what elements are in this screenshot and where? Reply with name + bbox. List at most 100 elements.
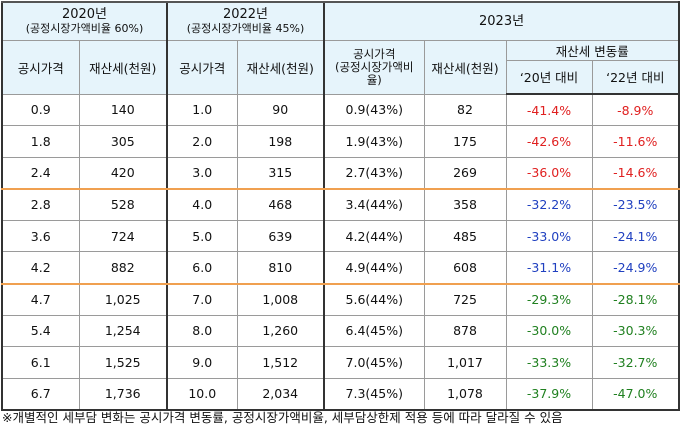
cell-tax-2022: 90	[236, 93, 325, 127]
cell-change-vs2020: -30.0%	[505, 314, 593, 348]
table-row: 1.8 305 2.0 198 1.9(43%) 175 -42.6% -11.6%	[1, 125, 680, 158]
col-price-ratio-line1: 공시가격	[353, 46, 396, 61]
header-2022-sub: (공정시장가액비율 45%)	[186, 22, 305, 36]
cell-price-2022: 8.0	[166, 314, 238, 348]
cell-change-vs2020: -37.9%	[505, 377, 593, 411]
table-row: 6.7 1,736 10.0 2,034 7.3(45%) 1,078 -37.9% -47.…	[1, 377, 680, 411]
cell-price-2022: 6.0	[166, 251, 238, 285]
cell-tax-2020: 1,736	[78, 377, 168, 411]
cell-tax-2023: 1,017	[423, 346, 507, 379]
cell-price-2020: 6.1	[1, 346, 80, 379]
cell-price-ratio-2023: 2.7(43%)	[323, 156, 425, 190]
header-row-change: ‘20년 대비 ‘22년 대비	[2, 59, 680, 95]
cell-tax-2020: 140	[78, 93, 168, 127]
cell-price-2022: 3.0	[166, 156, 238, 190]
cell-change-vs2022: -8.9%	[591, 93, 680, 127]
cell-change-vs2022: -14.6%	[591, 156, 680, 190]
cell-price-2022: 5.0	[166, 219, 238, 253]
cell-price-ratio-2023: 4.9(44%)	[323, 251, 425, 285]
cell-tax-2022: 1,260	[236, 314, 325, 348]
cell-change-vs2020: -31.1%	[505, 251, 593, 285]
cell-tax-2023: 358	[423, 188, 507, 221]
cell-tax-2023: 82	[423, 93, 507, 127]
table-row: 2.8 528 4.0 468 3.4(44%) 358 -32.2% -23.5%	[1, 188, 680, 221]
cell-tax-2022: 1,008	[236, 283, 325, 316]
cell-price-2020: 4.2	[1, 251, 80, 285]
header-row-mid: 공시가격 재산세(천원) 공시가격 재산세(천원) 공시가격 (공정시장가액비 …	[1, 39, 680, 95]
cell-price-ratio-2023: 7.3(45%)	[323, 377, 425, 411]
cell-tax-2022: 315	[236, 156, 325, 190]
cell-price-ratio-2023: 4.2(44%)	[323, 219, 425, 253]
cell-price-2022: 1.0	[166, 93, 238, 127]
col-price-ratio-line3: 율)	[366, 72, 382, 87]
header-2020: 2020년 (공정시장가액비율 60%)	[1, 1, 168, 41]
cell-tax-2022: 639	[236, 219, 325, 253]
cell-price-ratio-2023: 0.9(43%)	[323, 93, 425, 127]
col-tax-2020: 재산세(천원)	[78, 39, 168, 95]
cell-change-vs2022: -30.3%	[591, 314, 680, 348]
table-row: 2.4 420 3.0 315 2.7(43%) 269 -36.0% -14.6%	[1, 156, 680, 190]
col-price-2020: 공시가격	[1, 39, 80, 95]
table-row: 3.6 724 5.0 639 4.2(44%) 485 -33.0% -24.1%	[1, 219, 680, 253]
header-2023-title: 2023년	[479, 13, 525, 29]
cell-price-2020: 1.8	[1, 125, 80, 158]
cell-tax-2020: 1,254	[78, 314, 168, 348]
cell-price-ratio-2023: 5.6(44%)	[323, 283, 425, 316]
col-vs2020: ‘20년 대비	[505, 59, 593, 95]
table-row: 0.9 140 1.0 90 0.9(43%) 82 -41.4% -8.9%	[1, 93, 680, 127]
col-tax-2023: 재산세(천원)	[423, 39, 507, 95]
cell-tax-2020: 882	[78, 251, 168, 285]
cell-tax-2022: 468	[236, 188, 325, 221]
cell-price-2022: 2.0	[166, 125, 238, 158]
header-2020-title: 2020년	[61, 7, 108, 23]
cell-tax-2022: 198	[236, 125, 325, 158]
cell-price-ratio-2023: 1.9(43%)	[323, 125, 425, 158]
col-tax-2022: 재산세(천원)	[236, 39, 325, 95]
header-2022-title: 2022년	[222, 7, 269, 23]
cell-tax-2023: 608	[423, 251, 507, 285]
cell-price-ratio-2023: 3.4(44%)	[323, 188, 425, 221]
cell-tax-2020: 528	[78, 188, 168, 221]
cell-tax-2020: 724	[78, 219, 168, 253]
table-row: 6.1 1,525 9.0 1,512 7.0(45%) 1,017 -33.3% -32.7…	[1, 346, 680, 379]
table-row: 4.2 882 6.0 810 4.9(44%) 608 -31.1% -24.9%	[1, 251, 680, 285]
cell-change-vs2022: -24.1%	[591, 219, 680, 253]
cell-price-2022: 7.0	[166, 283, 238, 316]
cell-tax-2023: 1,078	[423, 377, 507, 411]
cell-tax-2022: 1,512	[236, 346, 325, 379]
cell-change-vs2022: -47.0%	[591, 377, 680, 411]
footnote: ※개별적인 세부담 변화는 공시가격 변동률, 공정시장가액비율, 세부담상한제…	[2, 410, 563, 425]
cell-tax-2020: 305	[78, 125, 168, 158]
col-price-ratio-line2: (공정시장가액비	[334, 59, 414, 74]
cell-price-2022: 4.0	[166, 188, 238, 221]
cell-tax-2022: 2,034	[236, 377, 325, 411]
cell-change-vs2020: -29.3%	[505, 283, 593, 316]
table-row: 4.7 1,025 7.0 1,008 5.6(44%) 725 -29.3% -28.1%	[1, 283, 680, 316]
cell-price-2020: 4.7	[1, 283, 80, 316]
col-vs2022: ‘22년 대비	[591, 59, 680, 95]
cell-price-2020: 2.8	[1, 188, 80, 221]
cell-tax-2020: 1,525	[78, 346, 168, 379]
cell-change-vs2022: -28.1%	[591, 283, 680, 316]
cell-change-vs2020: -33.3%	[505, 346, 593, 379]
cell-tax-2023: 878	[423, 314, 507, 348]
cell-price-2020: 0.9	[1, 93, 80, 127]
cell-tax-2023: 725	[423, 283, 507, 316]
cell-change-vs2022: -23.5%	[591, 188, 680, 221]
cell-tax-2023: 175	[423, 125, 507, 158]
cell-price-ratio-2023: 7.0(45%)	[323, 346, 425, 379]
cell-tax-2023: 485	[423, 219, 507, 253]
cell-change-vs2020: -41.4%	[505, 93, 593, 127]
cell-tax-2022: 810	[236, 251, 325, 285]
cell-change-vs2022: -32.7%	[591, 346, 680, 379]
cell-price-2020: 2.4	[1, 156, 80, 190]
cell-price-2020: 3.6	[1, 219, 80, 253]
cell-price-2020: 5.4	[1, 314, 80, 348]
cell-price-2022: 10.0	[166, 377, 238, 411]
cell-change-vs2020: -42.6%	[505, 125, 593, 158]
cell-change-vs2020: -33.0%	[505, 219, 593, 253]
property-tax-table: 2020년 (공정시장가액비율 60%) 2022년 (공정시장가액비율 45%…	[1, 1, 680, 411]
header-2022: 2022년 (공정시장가액비율 45%)	[166, 1, 325, 41]
header-2023: 2023년	[322, 1, 680, 41]
cell-change-vs2022: -24.9%	[591, 251, 680, 285]
